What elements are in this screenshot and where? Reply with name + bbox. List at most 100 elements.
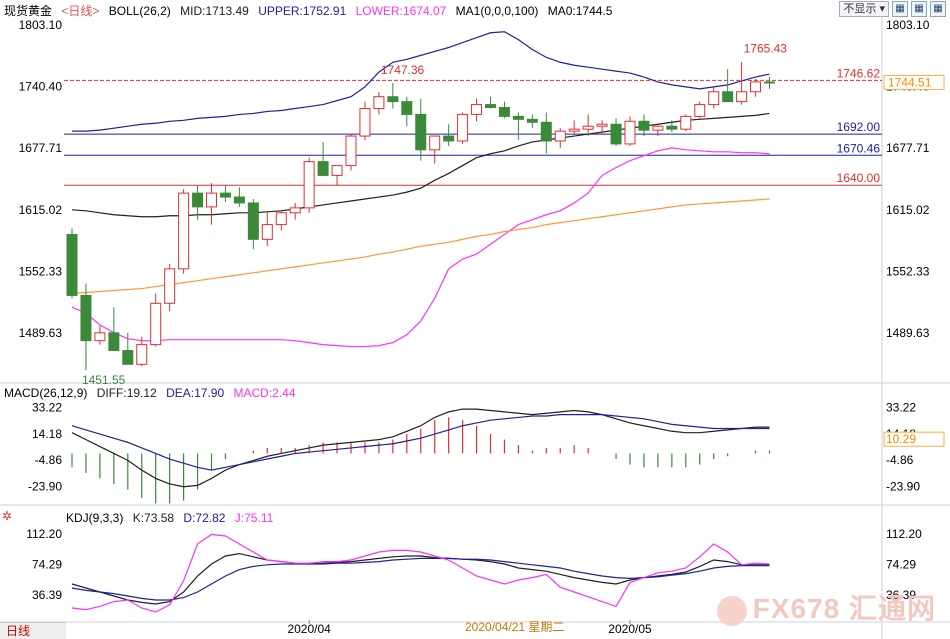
candle-body [373,96,385,110]
ma0-label: MA0:1744.5 [547,4,613,18]
y-tick-label-left: 1803.10 [19,18,63,32]
candle-body [80,294,92,342]
chart-toolbar: 不显示 ▾ ▦ ▦ ▦ [839,1,946,17]
period-label[interactable]: <日线> [61,4,100,18]
candle-body [164,268,176,304]
y-tick-label-left: 14.18 [32,427,62,441]
candle-body [471,104,483,115]
series-line-k [71,552,770,605]
y-tick-label-right: 1803.10 [886,18,930,32]
y-tick-label-right: -23.90 [886,480,920,494]
grid-view-icon[interactable]: ▦ [892,1,908,17]
candle-body [722,91,734,103]
series-line-d [71,557,770,601]
candle-body [708,91,720,106]
candle-body [192,192,204,208]
ma-label: MA1(0,0,0,100) [455,4,539,18]
candle-body [122,350,134,365]
kdj-k: K:73.58 [132,511,175,525]
candle-body [429,135,441,151]
macd-current-box [883,431,945,447]
series-line-lower [71,147,770,348]
candle-body [247,202,259,240]
symbol-label: 现货黄金 [4,4,53,18]
kdj-name: KDJ(9,3,3) [66,511,124,525]
current-price-box [883,74,945,90]
candle-body [582,125,594,130]
candle-body [136,344,148,365]
candle-body [317,161,329,176]
candle-body [359,108,371,137]
y-tick-label-left: 1740.40 [19,79,63,93]
y-tick-label-left: 1489.63 [19,326,63,340]
candle-body [94,332,106,342]
macd-diff: DIFF:19.12 [96,386,157,400]
y-tick-label-right: -4.86 [886,453,914,467]
candle-body [610,123,622,145]
candle-body [387,96,399,103]
kdj-d: D:72.82 [183,511,226,525]
candle-body [498,107,510,117]
candle-body [401,101,413,115]
candle-body [66,233,78,296]
settings-gear-icon[interactable]: ✲ [2,509,13,523]
y-tick-label-left: 33.22 [32,400,62,414]
candle-body [694,104,706,117]
candle-body [331,165,343,176]
candle-body [178,192,190,270]
candle-body [666,125,678,130]
series-line-j [71,533,770,613]
candle-body [736,91,748,103]
lower-label: LOWER:1674.07 [355,4,447,18]
y-tick-label-right: 1677.71 [886,141,930,155]
candle-body [526,118,538,123]
price-level-label: 1640.00 [837,171,881,185]
triangle-down-icon: ▾ [879,3,885,15]
main-chart-header: 现货黄金 <日线> BOLL(26,2) MID:1713.49 UPPER:1… [4,2,618,19]
period-tab[interactable]: 日线 [0,622,66,639]
period-tab-label: 日线 [6,624,31,638]
candle-body [219,192,231,198]
y-tick-label-right: 33.22 [886,400,916,414]
watermark: FX678 汇通网 [716,587,936,627]
candle-body [764,81,775,84]
series-line-diff [71,408,770,488]
series-line-upper [72,31,770,132]
hide-label: 不显示 [843,3,877,15]
grid-view-2-icon[interactable]: ▦ [911,1,927,17]
candle-body [512,115,524,120]
candle-body [680,115,692,130]
y-tick-label-right: 1489.63 [886,326,930,340]
macd-current-label: 10.29 [886,432,916,446]
candle-body [303,161,315,209]
watermark-logo-icon [716,595,747,626]
candle-body [233,196,245,204]
hide-button[interactable]: 不显示 ▾ [839,1,889,17]
high-annotation: 1765.43 [744,41,788,55]
macd-name: MACD(26,12,9) [4,386,88,400]
candle-body [275,212,287,226]
y-tick-label-left: 1615.02 [19,203,63,217]
macd-value: MACD:2.44 [233,386,296,400]
low-annotation: 1451.55 [82,373,126,387]
mark-annotation: 1747.36 [381,63,425,77]
candle-body [289,207,301,214]
y-tick-label-left: 1552.33 [19,264,63,278]
grid-view-3-icon[interactable]: ▦ [930,1,946,17]
watermark-text: FX678 汇通网 [752,593,936,624]
kdj-header: KDJ(9,3,3) K:73.58 D:72.82 J:75.11 [66,511,279,525]
y-tick-label-right: 1552.33 [886,264,930,278]
candle-body [443,135,455,142]
series-line-ma1 [71,198,770,295]
candle-body [624,120,636,145]
y-tick-label-right: 36.39 [886,588,916,602]
boll-label: BOLL(26,2) [108,4,171,18]
candle-body [652,125,664,131]
candle-body [568,128,580,132]
current-price-label: 1744.51 [888,75,932,89]
candle-body [206,192,217,208]
x-tick-label: 2020/04 [287,622,331,636]
macd-dea: DEA:17.90 [166,386,225,400]
series-line-dea [71,414,770,471]
candle-body [345,135,357,167]
